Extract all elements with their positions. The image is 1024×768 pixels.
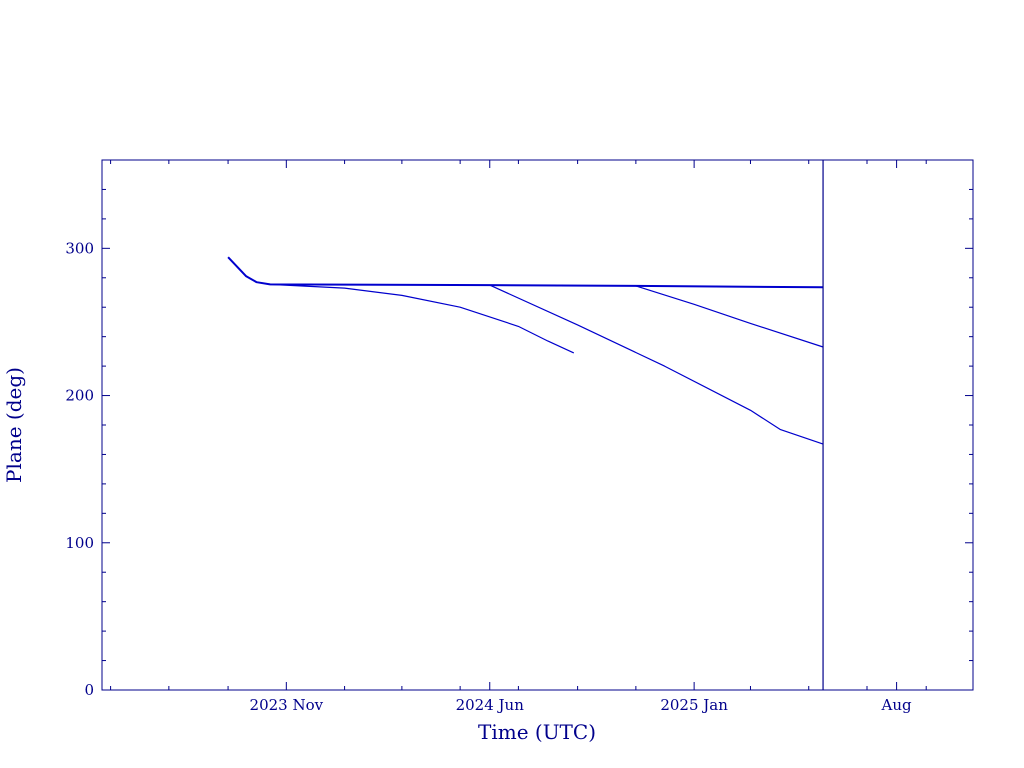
y-tick-labels: 0 100 200 300 <box>65 239 94 699</box>
x-tick-label: 2023 Nov <box>250 696 324 714</box>
series-line-2 <box>270 283 575 354</box>
plot-area <box>101 159 974 691</box>
major-ticks <box>102 160 973 691</box>
y-tick-label: 300 <box>65 239 94 257</box>
y-axis-title: Plane (deg) <box>2 367 26 483</box>
data-series <box>227 256 824 445</box>
minor-ticks <box>102 159 973 690</box>
y-tick-label: 200 <box>65 387 94 405</box>
x-tick-label: 2024 Jun <box>456 696 525 714</box>
series-line-1 <box>227 256 824 289</box>
series-line-3 <box>489 284 824 445</box>
plot-frame <box>101 159 974 691</box>
series-line-4 <box>635 285 824 348</box>
x-tick-label: 2025 Jan <box>660 696 728 714</box>
y-tick-label: 0 <box>84 681 94 699</box>
x-tick-labels: 2023 Nov 2024 Jun 2025 Jan Aug <box>250 696 913 714</box>
x-axis-title: Time (UTC) <box>478 720 596 744</box>
x-tick-label: Aug <box>881 696 912 714</box>
y-tick-label: 100 <box>65 534 94 552</box>
